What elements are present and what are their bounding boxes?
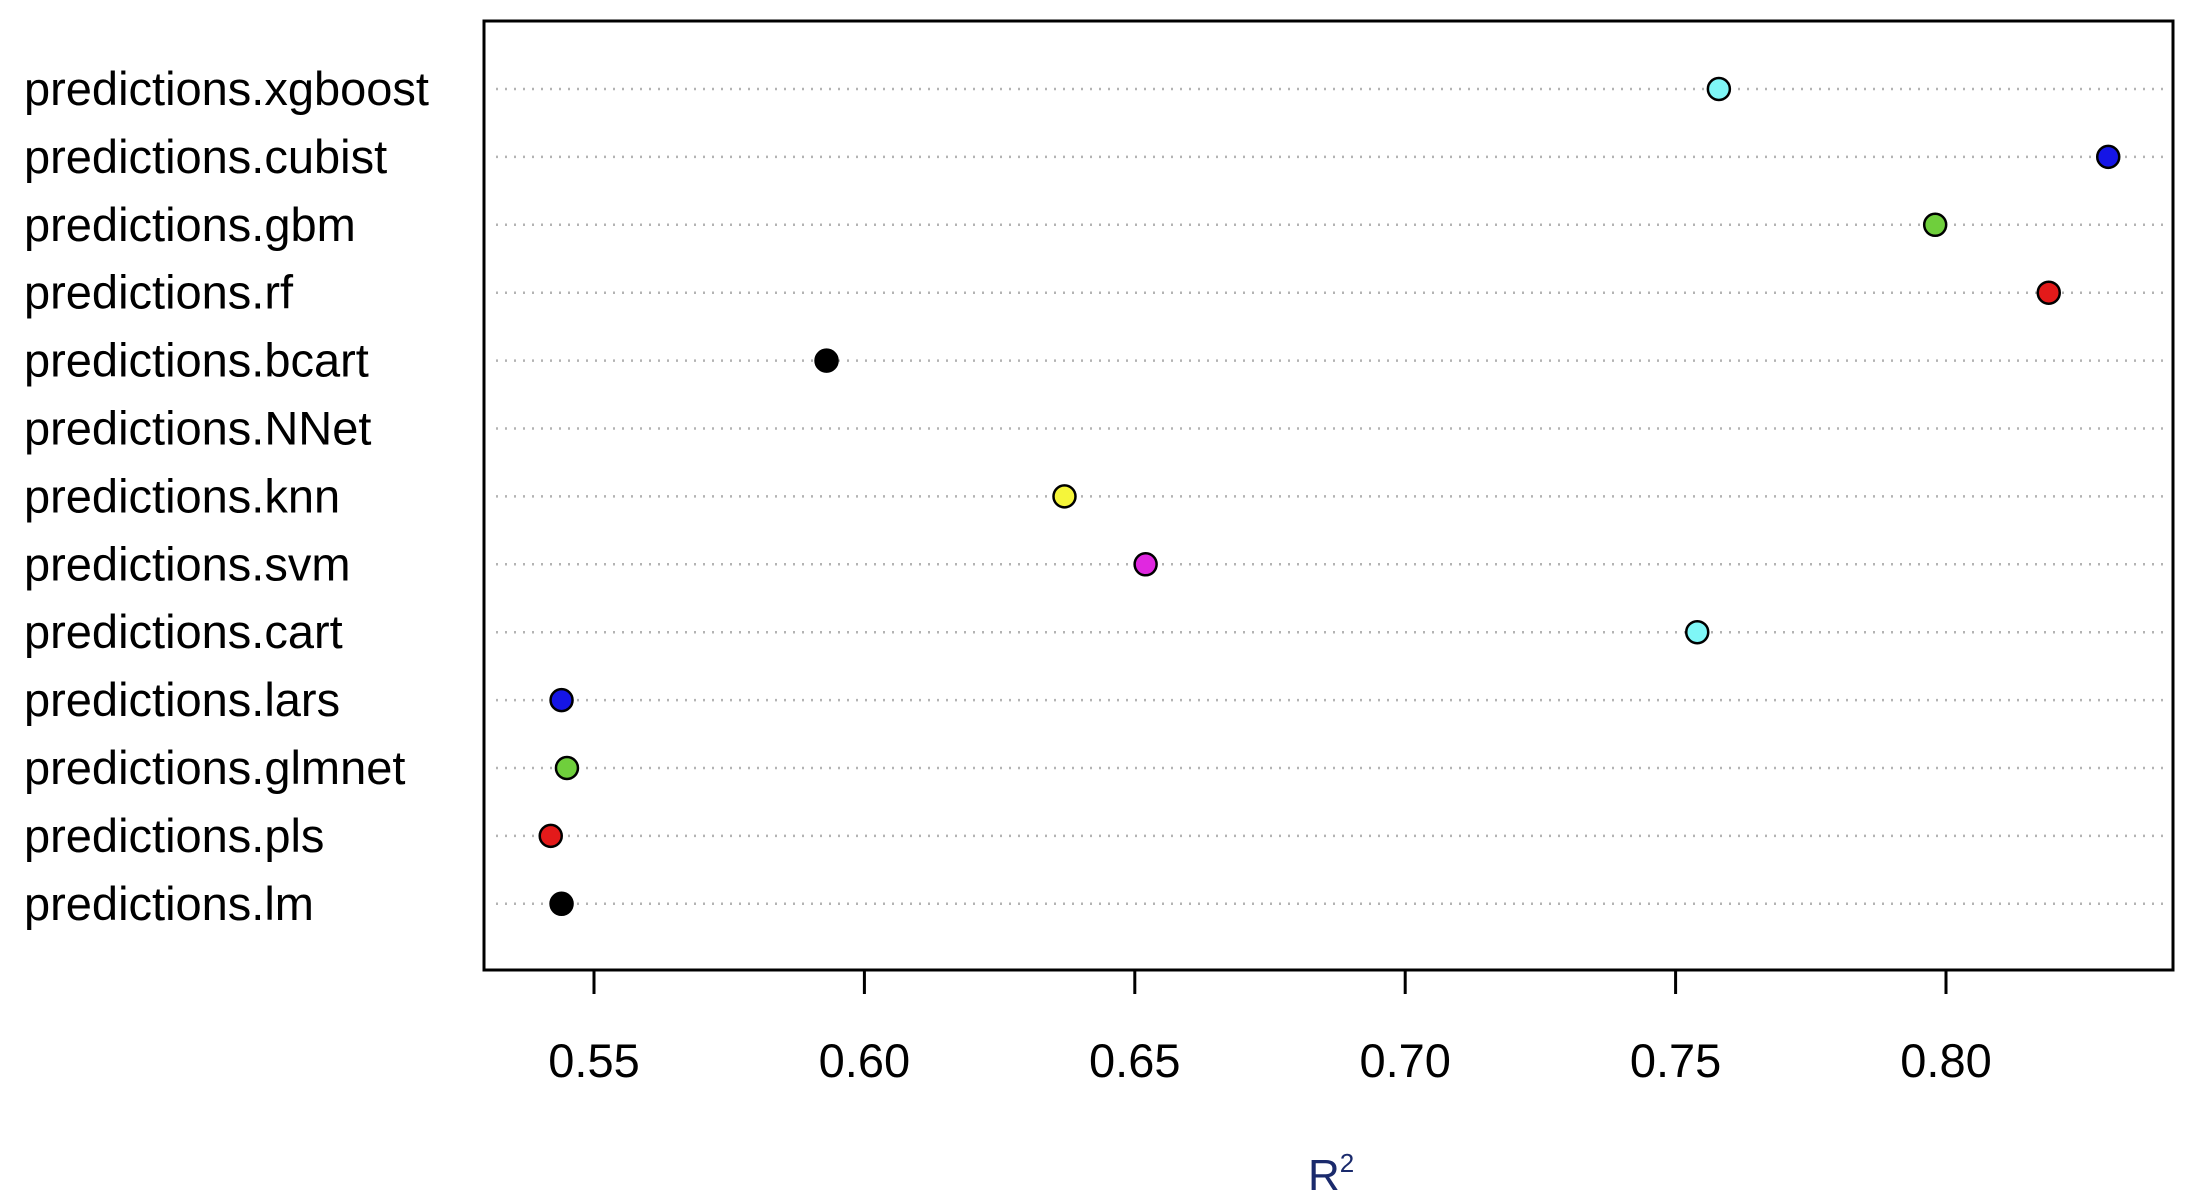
x-tick-label: 0.70 [1359,1034,1450,1087]
data-points [538,76,2121,917]
category-label: predictions.lm [24,877,314,930]
data-point [554,755,580,781]
x-axis-title-text: R [1308,1151,1340,1200]
x-axis-title-superscript: 2 [1340,1148,1354,1178]
x-axis-title: R2 [1308,1148,1354,1200]
data-point [1052,484,1077,509]
category-label: predictions.svm [24,537,351,590]
category-label: predictions.xgboost [24,62,429,115]
category-label: predictions.cart [24,605,343,658]
data-point [538,823,563,849]
data-point [2095,144,2121,170]
data-point [549,891,574,917]
data-point [2036,280,2062,305]
data-point [1706,76,1732,102]
category-label: predictions.rf [24,266,294,319]
data-point [1133,552,1158,577]
category-label: predictions.knn [24,469,340,522]
category-label: predictions.gbm [24,198,356,251]
data-point [1922,212,1948,238]
data-point [549,687,574,713]
category-label: predictions.bcart [24,334,369,387]
category-label: predictions.glmnet [24,741,405,794]
data-point [814,348,839,373]
category-label: predictions.cubist [24,130,387,183]
category-label: predictions.NNet [24,402,371,455]
category-label: predictions.pls [24,809,324,862]
category-labels: predictions.xgboost predictions.cubist pre… [24,62,429,930]
x-tick-label: 0.75 [1630,1034,1721,1087]
x-tick-label: 0.60 [819,1034,910,1087]
data-point [1684,619,1710,645]
category-label: predictions.lars [24,673,340,726]
x-tick-label: 0.80 [1900,1034,1991,1087]
x-ticks: 0.55 0.60 0.65 0.70 0.75 0.80 [548,970,1992,1087]
x-tick-label: 0.55 [548,1034,639,1087]
x-tick-label: 0.65 [1089,1034,1180,1087]
grid-lines [496,87,2165,906]
